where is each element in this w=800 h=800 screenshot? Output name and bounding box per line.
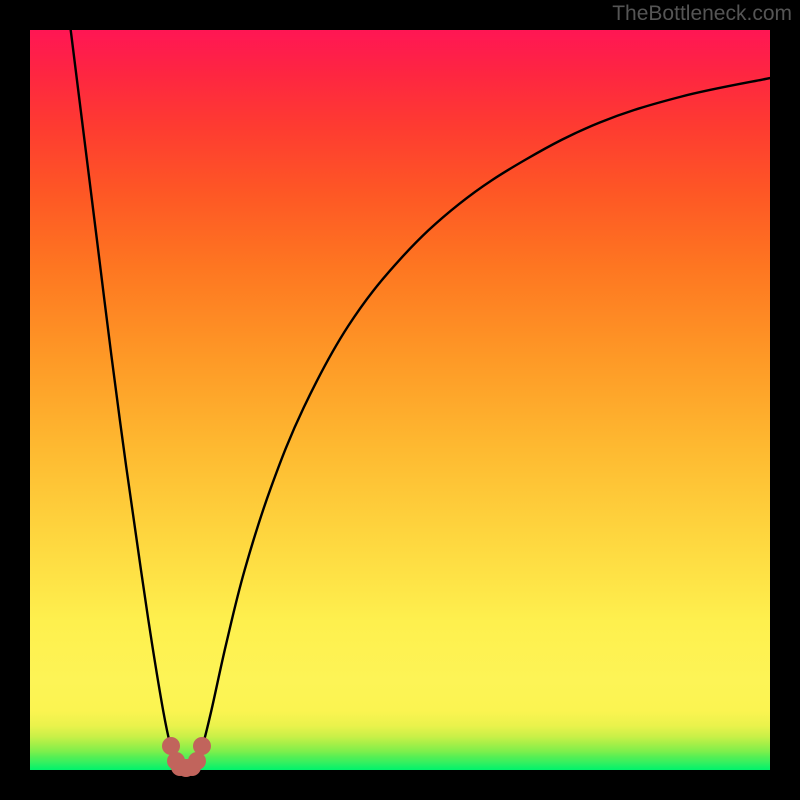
plot-area: [30, 30, 770, 770]
watermark-text: TheBottleneck.com: [612, 2, 792, 26]
curve-path: [71, 30, 176, 761]
curve-path: [197, 78, 771, 761]
chart-container: TheBottleneck.com: [0, 0, 800, 800]
curve-layer: [30, 30, 770, 770]
